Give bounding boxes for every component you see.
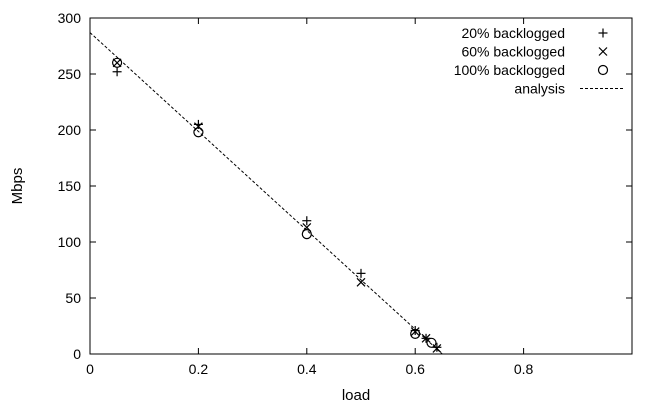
marker-stroke: [410, 327, 420, 337]
marker-stroke: [426, 337, 437, 348]
x-tick-label: 0.8: [514, 361, 534, 377]
data-point-cross: [410, 327, 420, 337]
legend-label: 60% backlogged: [461, 44, 565, 60]
legend-swatch-circle: [597, 64, 609, 76]
legend-swatch-plus: [598, 28, 608, 38]
marker-stroke: [301, 229, 312, 240]
marker-stroke: [597, 64, 609, 76]
x-tick-label: 0.6: [405, 361, 425, 377]
marker-stroke: [598, 47, 608, 56]
legend-label: 100% backlogged: [454, 62, 565, 78]
data-point-cross: [356, 277, 366, 287]
x-tick-label: 0.2: [189, 361, 209, 377]
legend-label: analysis: [514, 81, 565, 97]
data-layer: [89, 32, 443, 355]
marker-stroke: [193, 127, 204, 138]
marker-stroke: [421, 333, 431, 343]
legend-label: 20% backlogged: [461, 25, 565, 41]
data-point-plus: [302, 216, 312, 226]
marker-stroke: [193, 122, 203, 132]
y-tick-label: 50: [65, 290, 81, 306]
y-tick-label: 0: [73, 346, 81, 362]
data-point-circle: [426, 337, 437, 348]
analysis-line: [89, 32, 443, 355]
y-tick-label: 100: [58, 234, 82, 250]
y-tick-label: 200: [58, 122, 82, 138]
data-point-plus: [112, 67, 122, 77]
data-point-circle: [301, 229, 312, 240]
data-point-circle: [111, 57, 123, 68]
data-point-circle: [193, 127, 204, 138]
marker-stroke: [356, 277, 366, 287]
y-axis-title: Mbps: [9, 168, 26, 205]
axes: 0 0.2 0.4 0.6 0.8 0 50 100 150 200 250 300 load Mbps: [9, 10, 633, 404]
legend: 20% backlogged 60% backlogged 100% backlog…: [454, 25, 625, 97]
marker-stroke: [432, 343, 442, 353]
data-point-plus: [356, 268, 366, 278]
y-tick-label: 250: [58, 66, 82, 82]
data-point-cross: [421, 333, 431, 343]
x-tick-label: 0.4: [297, 361, 317, 377]
x-tick-label: 0: [86, 361, 94, 377]
y-tick-label: 150: [58, 178, 82, 194]
data-point-cross: [193, 122, 203, 132]
x-axis-title: load: [342, 387, 370, 404]
legend-swatch-cross: [598, 47, 608, 56]
marker-stroke: [111, 57, 123, 68]
y-tick-label: 300: [58, 10, 82, 26]
